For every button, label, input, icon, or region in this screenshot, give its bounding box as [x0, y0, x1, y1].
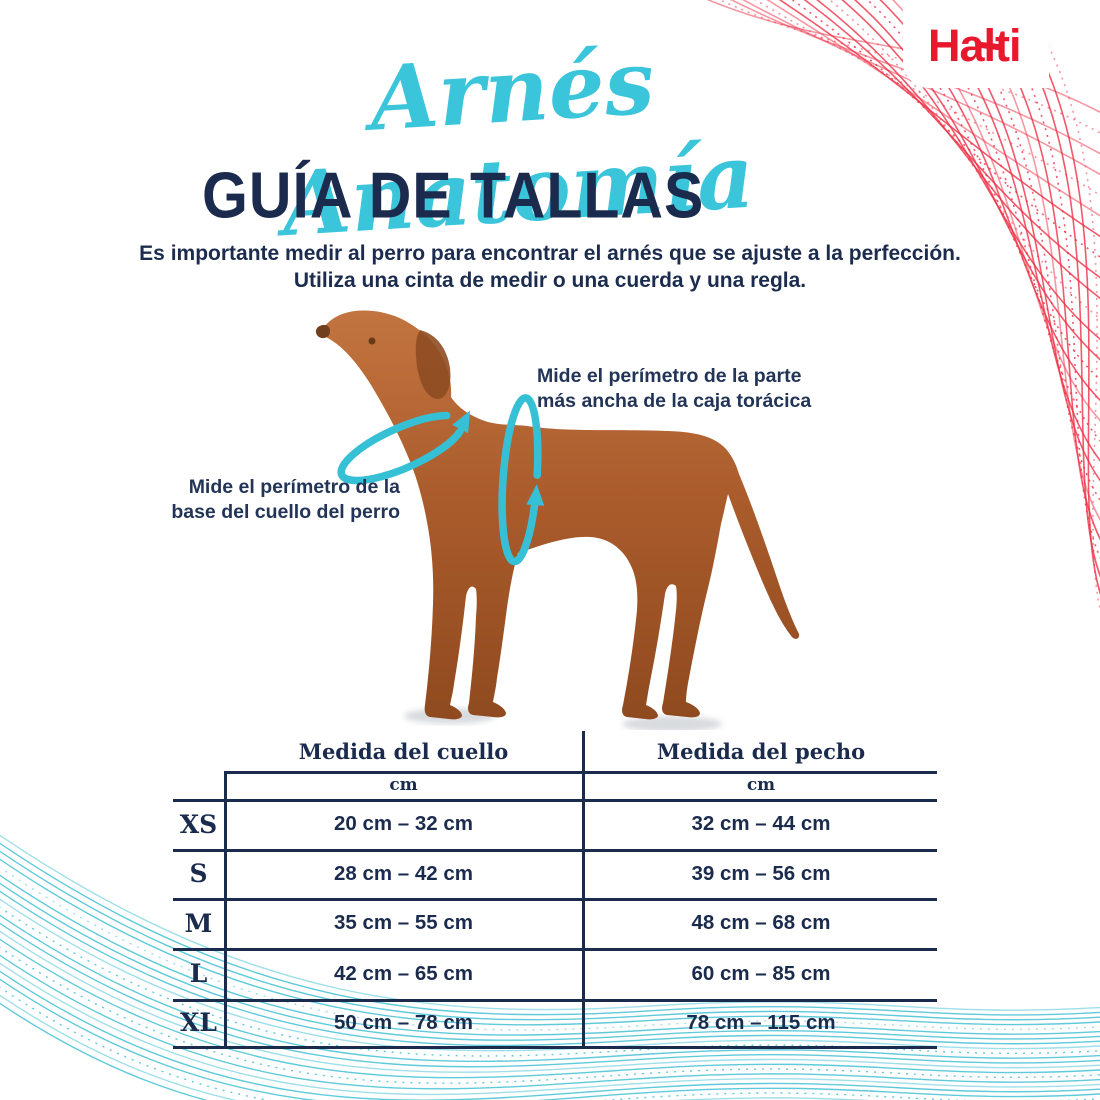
- neck-measure-arrow-icon: [452, 410, 471, 434]
- halti-logo: Halti: [928, 20, 1022, 72]
- rear-paw-shadow: [622, 716, 722, 730]
- unit-label-chest: cm: [746, 775, 776, 795]
- neck-band-arc: [337, 411, 464, 485]
- chest-measure-arrow-icon: [526, 484, 545, 506]
- wave-line: [994, 0, 1100, 578]
- dog-eye: [368, 337, 376, 345]
- table-line-4: [173, 948, 937, 951]
- intro-line-1: Es importante medir al perro para encont…: [139, 242, 961, 265]
- wave-line: [1006, 0, 1100, 595]
- intro-line-2: Utiliza una cinta de medir o una cuerda …: [293, 269, 807, 292]
- neck-value-xs: 20 cm – 32 cm: [333, 812, 474, 835]
- neck-label-line-1: Mide el perímetro de la: [188, 476, 400, 498]
- size-label-xl: XL: [180, 1008, 217, 1037]
- chest-label-line-2: más ancha de la caja torácica: [537, 389, 812, 412]
- dog-measurement-diagram: [315, 310, 800, 730]
- neck-value-s: 28 cm – 42 cm: [333, 861, 474, 885]
- chest-value-m: 48 cm – 68 cm: [691, 911, 831, 934]
- neck-measure-label: Mide el perímetro de la base del cuello …: [150, 475, 400, 524]
- chest-band-arc-top: [524, 395, 542, 479]
- size-label-m: M: [184, 908, 213, 938]
- page-title: GUÍA DE TALLAS: [202, 159, 705, 232]
- table-line-bottom: [173, 1046, 937, 1049]
- column-header-neck: Medida del cuello: [298, 738, 509, 764]
- dog-nose: [315, 324, 330, 339]
- table-line-3: [173, 898, 937, 901]
- chest-label-line-1: Mide el perímetro de la parte: [537, 365, 802, 387]
- table-line-1: [173, 799, 937, 802]
- chest-value-s: 39 cm – 56 cm: [691, 861, 831, 885]
- neck-label-line-2: base del cuello del perro: [171, 500, 400, 523]
- chest-value-l: 60 cm – 85 cm: [691, 961, 831, 985]
- column-header-chest: Medida del pecho: [656, 738, 866, 764]
- table-divider-center: [582, 731, 585, 1049]
- neck-value-l: 42 cm – 65 cm: [333, 961, 474, 985]
- table-line-2: [173, 849, 937, 852]
- chest-band-arc-main: [498, 394, 540, 566]
- table-line-5: [173, 999, 937, 1002]
- chest-measure-label: Mide el perímetro de la parte más ancha …: [537, 364, 837, 413]
- wave-line: [1019, 0, 1100, 611]
- size-label-l: L: [189, 959, 208, 988]
- size-label-s: S: [189, 859, 208, 888]
- neck-measure-band: [337, 410, 471, 485]
- table-line-top: [225, 771, 937, 774]
- neck-value-m: 35 cm – 55 cm: [333, 911, 474, 934]
- size-label-xs: XS: [179, 809, 218, 839]
- table-divider-left: [224, 771, 227, 1049]
- chest-measure-band: [498, 394, 545, 566]
- dog-ear: [415, 330, 451, 399]
- unit-label-neck: cm: [389, 775, 418, 795]
- intro-text: Es importante medir al perro para encont…: [0, 240, 1100, 294]
- halti-logo-text: Halti: [928, 20, 1022, 71]
- chest-value-xs: 32 cm – 44 cm: [691, 812, 831, 835]
- chest-value-xl: 78 cm – 115 cm: [686, 1010, 836, 1034]
- neck-value-xl: 50 cm – 78 cm: [333, 1010, 474, 1034]
